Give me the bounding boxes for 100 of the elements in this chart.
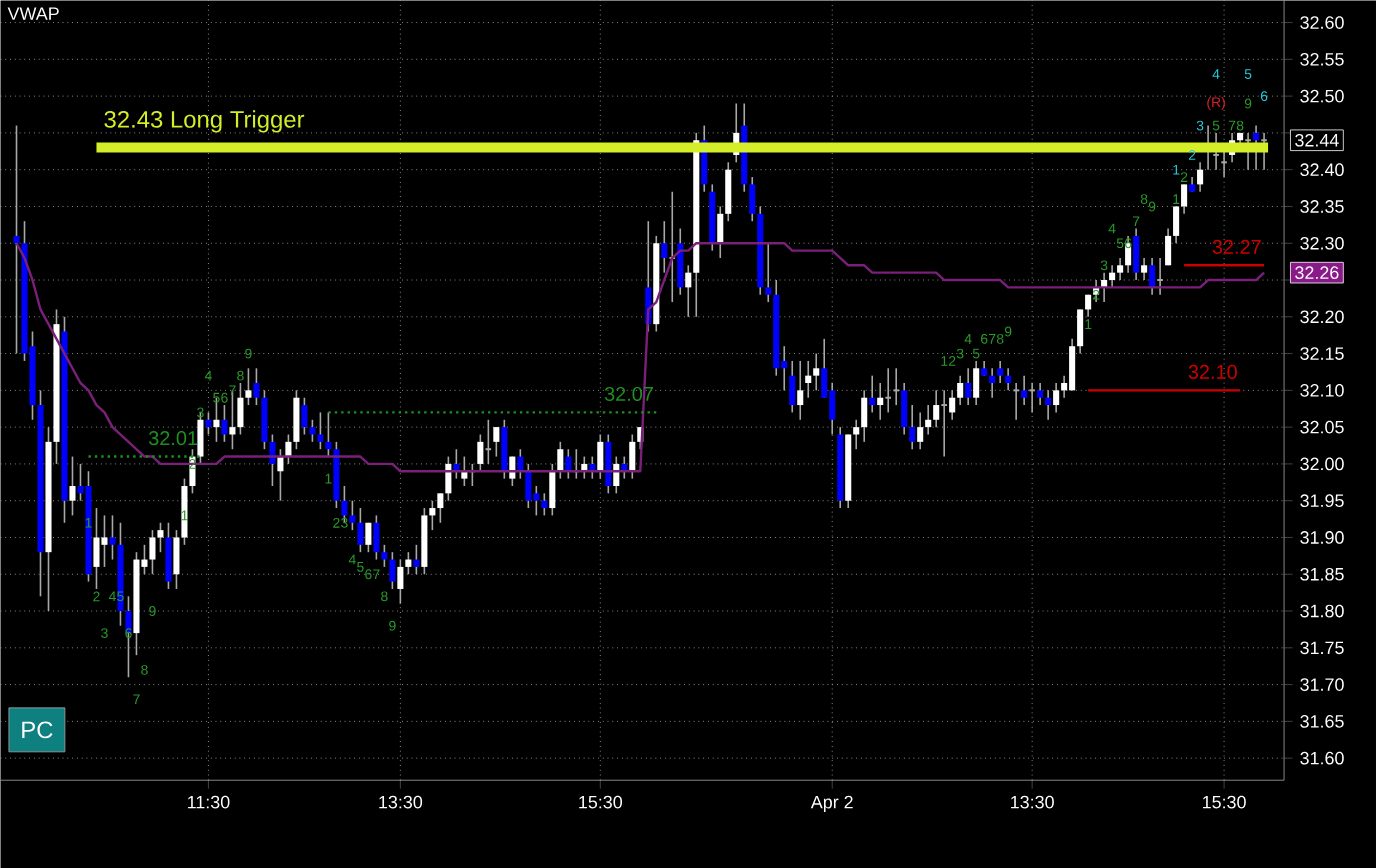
candlestick — [357, 507, 364, 553]
candlestick — [484, 418, 493, 465]
candlestick — [293, 389, 300, 450]
x-tick-label: 15:30 — [579, 795, 623, 809]
candlestick — [909, 404, 916, 450]
candlestick — [1181, 183, 1188, 215]
candlestick — [365, 521, 372, 553]
candlestick — [1197, 161, 1204, 193]
candlestick — [461, 455, 468, 487]
y-tick-label: 32.20 — [1300, 310, 1344, 324]
candlestick — [173, 529, 180, 590]
candlestick — [892, 367, 900, 406]
candlestick — [789, 360, 796, 414]
candlestick — [1021, 374, 1028, 406]
candlestick — [69, 455, 76, 517]
candlestick — [445, 455, 452, 502]
candlestick — [997, 360, 1004, 384]
candlestick — [349, 499, 356, 531]
candlestick — [917, 411, 924, 450]
candlestick — [557, 440, 564, 480]
annotation: PC — [22, 721, 53, 739]
candlestick — [317, 411, 324, 450]
candlestick — [1173, 205, 1180, 244]
candlestick — [437, 492, 444, 524]
candlestick — [253, 367, 260, 406]
y-tick-label: 32.15 — [1300, 347, 1344, 360]
candlestick — [957, 374, 964, 406]
candlestick — [1028, 382, 1036, 414]
candlestick — [1077, 308, 1084, 355]
x-tick-label: Apr 2 — [810, 795, 853, 812]
y-tick-label: 32.30 — [1300, 236, 1344, 250]
candlestick — [869, 374, 876, 414]
candlestick — [197, 411, 204, 465]
candlestick — [685, 264, 692, 318]
candlestick — [389, 551, 396, 590]
series-label: 32.10 — [1188, 364, 1237, 379]
y-tick-label: 31.70 — [1300, 678, 1344, 691]
candlestick — [477, 433, 484, 472]
y-tick-label: 31.65 — [1300, 714, 1344, 728]
y-tick-label: 32.60 — [1300, 16, 1344, 29]
candlestick — [597, 433, 604, 480]
candlestick — [677, 227, 684, 296]
y-tick-label: 32.00 — [1300, 457, 1344, 471]
candlestick — [940, 389, 948, 458]
candlestick — [965, 367, 972, 406]
candlestick — [501, 418, 508, 480]
candlestick — [605, 433, 612, 495]
candlestick — [101, 514, 108, 568]
candlestick — [429, 499, 436, 531]
candlestick — [13, 124, 20, 355]
candlestick — [309, 418, 316, 443]
candlestick — [1165, 227, 1172, 267]
candlestick — [213, 396, 220, 443]
y-tick-label: 32.55 — [1300, 52, 1344, 66]
text: 32.26 — [1295, 266, 1339, 279]
candlestick — [1133, 227, 1140, 281]
candlestick — [933, 389, 940, 428]
candlestick — [157, 521, 164, 553]
candlestick — [613, 455, 620, 495]
candlestick — [261, 389, 268, 450]
series-label: 32.01 — [148, 430, 198, 446]
candlestick — [413, 543, 420, 575]
x-tick-label: 11:30 — [188, 795, 230, 809]
x-tick-label: 15:30 — [1203, 795, 1246, 809]
candlestick — [1149, 257, 1156, 296]
candlestick — [229, 389, 236, 450]
candlestick — [237, 382, 244, 436]
candlestick — [797, 360, 804, 421]
candlestick — [373, 514, 380, 561]
candlestick — [661, 220, 668, 274]
candlestick — [221, 404, 228, 443]
x-tick-label: 13:30 — [379, 795, 423, 809]
candlestick — [989, 367, 996, 399]
y-tick-label: 32.05 — [1300, 420, 1344, 434]
text: 32.44 — [1295, 133, 1339, 147]
y-tick-label: 32.40 — [1300, 163, 1344, 176]
y-tick-label: 31.60 — [1300, 751, 1344, 765]
candlestick — [165, 521, 172, 590]
candlestick — [925, 404, 932, 436]
y-tick-label: 32.35 — [1300, 200, 1344, 213]
ref-line-label: 32.43 Long Trigger — [104, 110, 305, 133]
candlestick — [1012, 382, 1020, 421]
candlestick — [853, 418, 860, 450]
candlestick — [901, 382, 908, 436]
candlestick — [1037, 382, 1044, 406]
candlestick — [109, 514, 116, 561]
candlestick — [549, 463, 556, 517]
candlestick — [1005, 367, 1012, 392]
candlestick — [405, 551, 412, 575]
candlestick — [1156, 257, 1164, 296]
candlestick — [525, 463, 532, 509]
y-tick-label: 32.50 — [1300, 89, 1344, 103]
candlestick — [1117, 257, 1124, 281]
candlestick — [861, 389, 868, 443]
candlestick — [1053, 382, 1060, 414]
candlestick — [301, 396, 308, 436]
candlestick — [1069, 337, 1076, 392]
candlestick — [813, 352, 820, 392]
candlestick — [397, 558, 404, 605]
candlestick — [381, 543, 388, 568]
